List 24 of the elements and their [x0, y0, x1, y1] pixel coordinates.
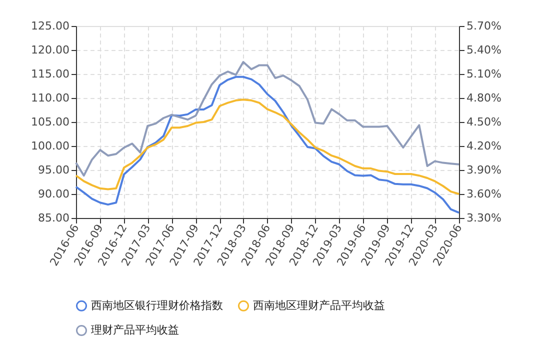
y2-tick-label: 4.80% — [466, 92, 502, 104]
y-tick-label: 90.00 — [38, 188, 70, 200]
y-tick-label: 125.00 — [31, 20, 70, 32]
legend-label: 西南地区银行理财价格指数 — [91, 298, 223, 312]
y2-tick-label: 3.60% — [466, 188, 502, 200]
y-tick-label: 85.00 — [38, 212, 70, 224]
y-tick-label: 105.00 — [31, 116, 70, 128]
legend-label: 理财产品平均收益 — [91, 324, 179, 336]
legend-label: 西南地区理财产品平均收益 — [253, 298, 385, 312]
y2-tick-label: 3.90% — [466, 164, 502, 176]
y-tick-label: 110.00 — [31, 92, 70, 104]
y2-tick-label: 5.10% — [466, 68, 502, 80]
y2-tick-label: 3.30% — [466, 212, 502, 224]
line-series — [75, 98, 460, 195]
y-tick-label: 120.00 — [31, 44, 70, 56]
y2-tick-label: 5.70% — [466, 20, 502, 32]
y2-tick-label: 5.40% — [466, 44, 502, 56]
y-tick-label: 115.00 — [31, 68, 70, 80]
y2-tick-label: 4.20% — [466, 140, 502, 152]
y2-tick-label: 4.50% — [466, 116, 502, 128]
line-series — [75, 76, 460, 214]
y-tick-label: 95.00 — [38, 164, 70, 176]
y-tick-label: 100.00 — [31, 140, 70, 152]
line-series — [75, 61, 460, 177]
